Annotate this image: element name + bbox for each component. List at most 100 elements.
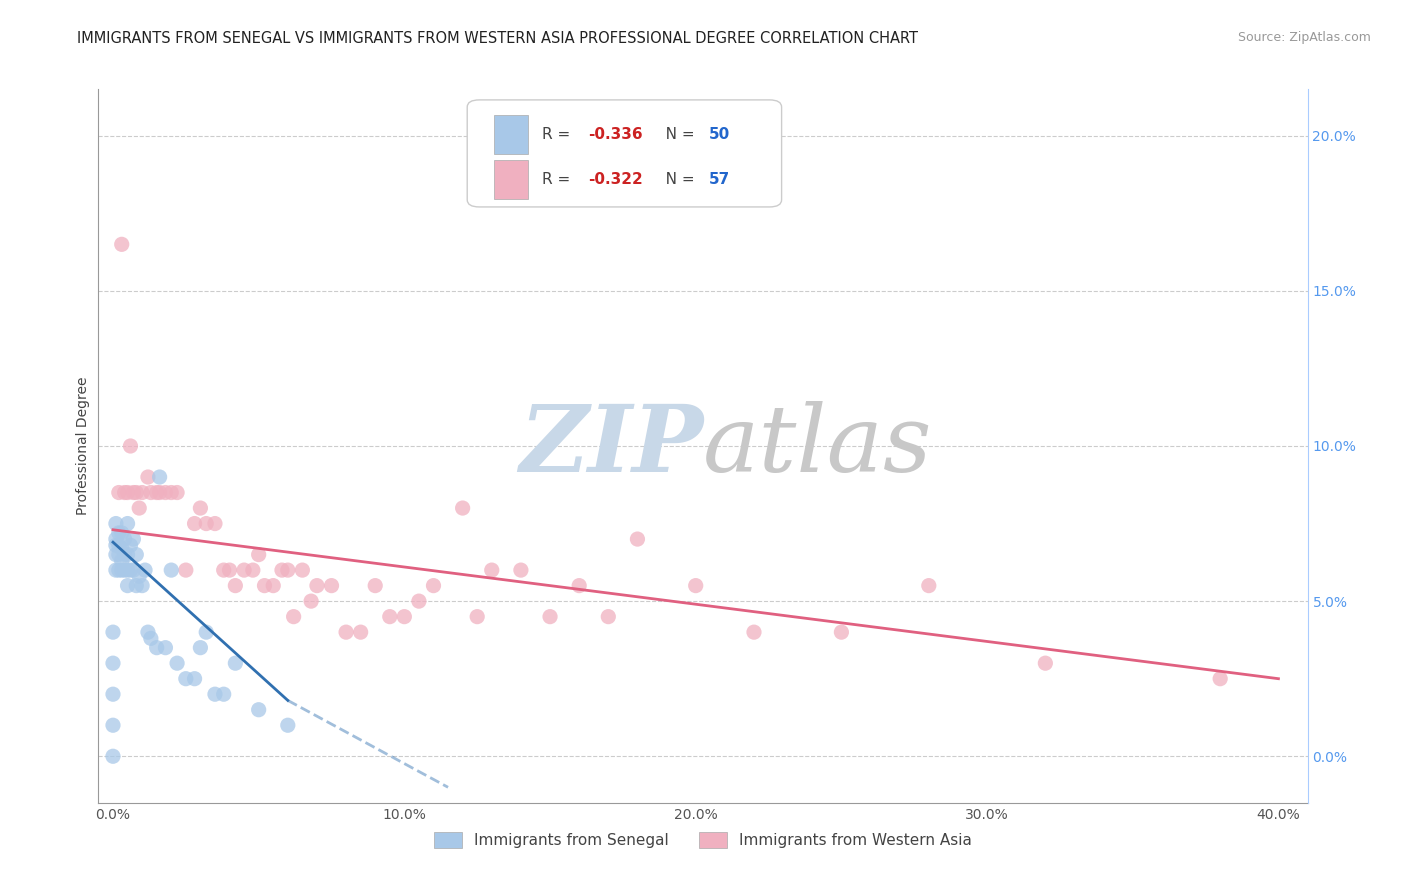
Point — [111, 237, 134, 252]
Point — [598, 609, 620, 624]
Point — [104, 538, 127, 552]
Point — [128, 501, 150, 516]
Point — [111, 554, 134, 568]
Point — [224, 579, 246, 593]
Point — [104, 532, 127, 546]
Point — [125, 548, 148, 562]
Point — [299, 594, 322, 608]
Point — [212, 687, 235, 701]
Y-axis label: Professional Degree: Professional Degree — [76, 376, 90, 516]
Point — [394, 609, 416, 624]
Point — [101, 749, 124, 764]
Point — [136, 625, 159, 640]
Point — [122, 532, 145, 546]
Point — [422, 579, 444, 593]
Point — [350, 625, 373, 640]
Point — [149, 470, 172, 484]
Point — [117, 579, 139, 593]
Point — [117, 548, 139, 562]
Point — [321, 579, 343, 593]
Point — [242, 563, 264, 577]
Point — [190, 640, 212, 655]
Point — [918, 579, 941, 593]
Point — [114, 563, 136, 577]
Point — [626, 532, 648, 546]
Point — [101, 687, 124, 701]
Point — [122, 563, 145, 577]
Point — [117, 485, 139, 500]
Point — [204, 687, 226, 701]
Point — [160, 485, 183, 500]
Point — [247, 548, 270, 562]
Point — [101, 625, 124, 640]
Point — [335, 625, 357, 640]
Point — [111, 563, 134, 577]
Point — [108, 525, 131, 540]
Point — [120, 439, 142, 453]
Text: -0.322: -0.322 — [588, 172, 643, 187]
Point — [166, 485, 188, 500]
Text: 50: 50 — [709, 128, 730, 143]
Point — [1033, 656, 1056, 670]
Point — [125, 579, 148, 593]
Point — [262, 579, 284, 593]
Point — [481, 563, 503, 577]
Point — [108, 548, 131, 562]
Point — [114, 532, 136, 546]
Text: Source: ZipAtlas.com: Source: ZipAtlas.com — [1237, 31, 1371, 45]
Point — [120, 563, 142, 577]
Point — [568, 579, 591, 593]
Point — [128, 569, 150, 583]
Text: R =: R = — [543, 128, 575, 143]
Point — [1209, 672, 1232, 686]
Point — [114, 485, 136, 500]
Point — [174, 672, 197, 686]
Point — [195, 625, 218, 640]
Point — [134, 563, 156, 577]
Text: atlas: atlas — [703, 401, 932, 491]
Point — [247, 703, 270, 717]
FancyBboxPatch shape — [494, 160, 527, 199]
FancyBboxPatch shape — [467, 100, 782, 207]
Point — [305, 579, 328, 593]
Point — [104, 516, 127, 531]
Point — [104, 548, 127, 562]
Point — [155, 485, 177, 500]
Point — [145, 485, 167, 500]
Point — [160, 563, 183, 577]
Point — [465, 609, 488, 624]
Point — [212, 563, 235, 577]
Point — [139, 485, 162, 500]
Point — [108, 538, 131, 552]
Point — [253, 579, 276, 593]
Point — [509, 563, 531, 577]
Point — [117, 563, 139, 577]
Text: IMMIGRANTS FROM SENEGAL VS IMMIGRANTS FROM WESTERN ASIA PROFESSIONAL DEGREE CORR: IMMIGRANTS FROM SENEGAL VS IMMIGRANTS FR… — [77, 31, 918, 46]
Point — [174, 563, 197, 577]
Point — [183, 516, 205, 531]
Text: ZIP: ZIP — [519, 401, 703, 491]
Point — [131, 485, 153, 500]
Point — [190, 501, 212, 516]
Point — [277, 563, 299, 577]
Point — [122, 485, 145, 500]
Point — [111, 525, 134, 540]
Point — [830, 625, 852, 640]
Legend: Immigrants from Senegal, Immigrants from Western Asia: Immigrants from Senegal, Immigrants from… — [426, 824, 980, 855]
Text: 57: 57 — [709, 172, 730, 187]
Text: N =: N = — [651, 172, 700, 187]
Point — [685, 579, 707, 593]
Point — [131, 579, 153, 593]
Point — [451, 501, 474, 516]
Text: N =: N = — [651, 128, 700, 143]
Point — [538, 609, 561, 624]
Point — [378, 609, 401, 624]
Point — [111, 541, 134, 556]
Point — [136, 470, 159, 484]
Point — [408, 594, 430, 608]
Point — [101, 718, 124, 732]
Point — [108, 485, 131, 500]
Point — [233, 563, 256, 577]
Point — [183, 672, 205, 686]
Point — [149, 485, 172, 500]
